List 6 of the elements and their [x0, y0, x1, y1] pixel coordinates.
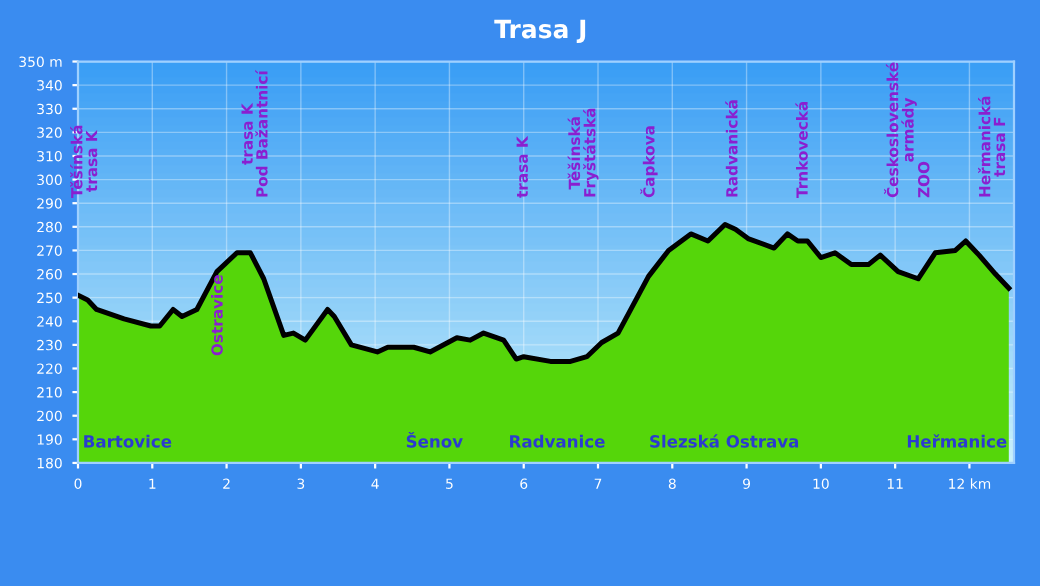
annotation: Šenov	[406, 432, 463, 448]
annotation: Bartovice	[84, 434, 172, 448]
annotation: Heřmanice	[907, 434, 1007, 448]
chart-title: Trasa J	[494, 19, 586, 44]
annotation: Slezská Ostrava	[650, 434, 799, 448]
annotation: Radvanice	[510, 434, 605, 448]
